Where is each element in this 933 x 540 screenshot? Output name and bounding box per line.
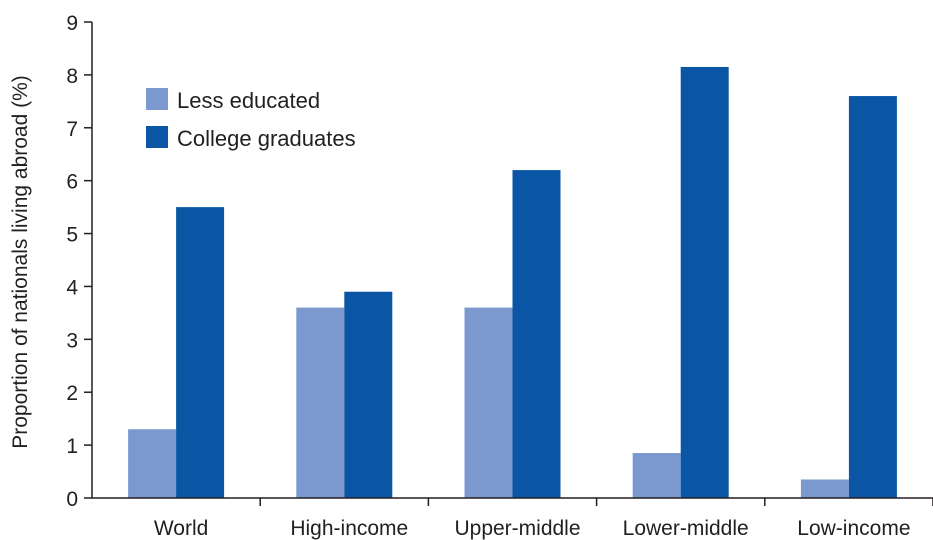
y-tick-label: 2 (66, 382, 78, 405)
bar-college-graduates (176, 207, 225, 498)
legend: Less educated College graduates (146, 88, 356, 151)
x-category-label: World (154, 517, 208, 540)
bar-college-graduates (512, 170, 561, 499)
bar-less-educated (800, 479, 849, 498)
y-tick-label: 9 (66, 12, 78, 35)
x-ticks-layer (259, 498, 933, 506)
bar-college-graduates (680, 66, 729, 498)
bars-layer (128, 66, 897, 499)
bar-less-educated (632, 453, 681, 498)
x-labels-layer: World High-income Upper-middle Lower-middle… (154, 517, 911, 540)
y-tick-label: 6 (66, 171, 78, 194)
legend-swatch (146, 126, 168, 148)
x-category-label: Upper-middle (454, 517, 580, 540)
bar-less-educated (296, 307, 345, 498)
y-tick-label: 1 (66, 435, 78, 458)
y-tick-label: 8 (66, 65, 78, 88)
y-tick-label: 7 (66, 118, 78, 141)
bar-college-graduates (344, 291, 393, 498)
axes-layer (91, 22, 933, 499)
bar-college-graduates (848, 96, 897, 499)
x-category-label: Low-income (797, 517, 910, 540)
bar-less-educated (128, 429, 177, 498)
y-ticks-layer: 0 1 2 3 4 5 6 7 8 9 (66, 12, 92, 511)
y-tick-label: 5 (66, 224, 78, 247)
y-tick-label: 4 (66, 276, 78, 299)
legend-swatch (146, 88, 168, 110)
legend-label: Less educated (177, 88, 320, 113)
y-axis-title: Proportion of nationals living abroad (%… (9, 75, 32, 449)
x-category-label: Lower-middle (623, 517, 749, 540)
y-tick-label: 0 (66, 488, 78, 511)
y-tick-label: 3 (66, 329, 78, 352)
legend-label: College graduates (177, 126, 356, 151)
bar-less-educated (464, 307, 513, 498)
x-category-label: High-income (290, 517, 408, 540)
